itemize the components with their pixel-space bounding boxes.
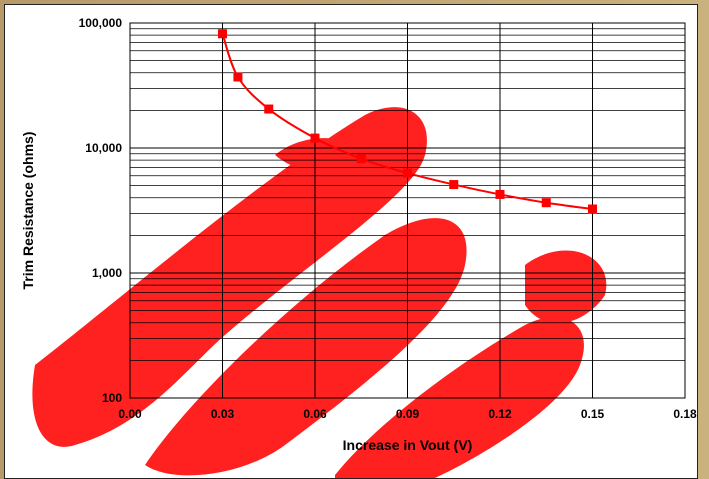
data-point [218, 29, 227, 39]
plot-area [129, 22, 686, 399]
x-tick-label: 0.06 [303, 407, 327, 421]
series-markers [218, 29, 597, 214]
x-axis-tick-labels: 0.00 0.03 0.06 0.09 0.12 0.15 0.18 [118, 407, 697, 421]
data-point [449, 180, 459, 190]
y-axis-title: Trim Resistance (ohms) [20, 132, 36, 290]
series-line [221, 33, 593, 211]
x-axis-title: Increase in Vout (V) [343, 437, 473, 453]
x-tick-label: 0.15 [581, 407, 605, 421]
data-point [310, 133, 320, 143]
y-tick-label: 1,000 [92, 266, 122, 280]
data-point [588, 204, 597, 214]
data-point [541, 198, 551, 208]
x-tick-label: 0.12 [488, 407, 512, 421]
y-axis-tick-labels: 100 1,000 10,000 100,000 [79, 16, 123, 405]
y-tick-label: 100,000 [79, 16, 123, 30]
y-tick-label: 100 [102, 391, 122, 405]
data-point [233, 72, 243, 82]
data-point [264, 104, 274, 114]
x-tick-label: 0.18 [673, 407, 697, 421]
data-point [403, 168, 412, 178]
data-point [356, 154, 366, 164]
y-tick-label: 10,000 [85, 141, 122, 155]
x-tick-label: 0.09 [396, 407, 420, 421]
x-tick-label: 0.03 [211, 407, 235, 421]
x-tick-label: 0.00 [118, 407, 142, 421]
data-point [495, 189, 505, 199]
chart-frame: 100 1,000 10,000 100,000 0.00 0.03 0.06 0.09 0.… [4, 4, 698, 479]
